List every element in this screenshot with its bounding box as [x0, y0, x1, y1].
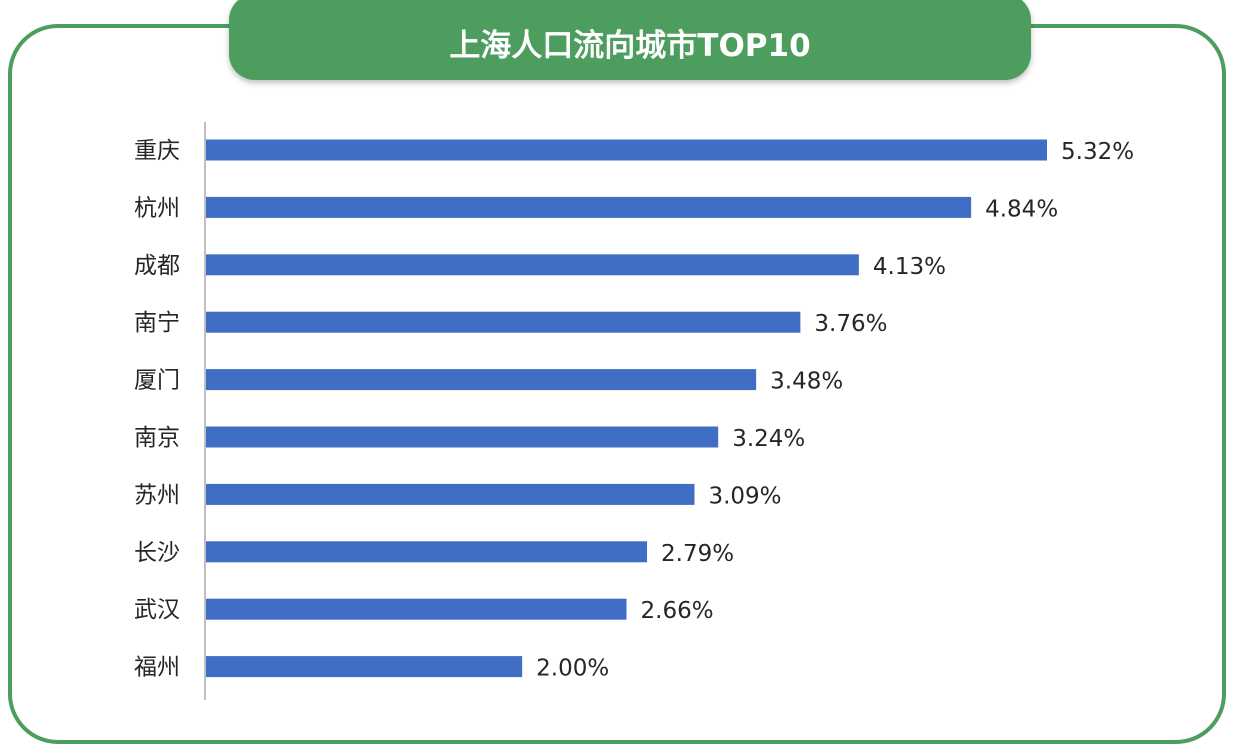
value-label-0: 5.32%: [1061, 139, 1134, 165]
value-label-4: 3.48%: [770, 369, 843, 395]
category-label-3: 南宁: [134, 310, 180, 336]
category-label-2: 成都: [134, 253, 180, 279]
category-label-8: 武汉: [134, 597, 180, 623]
category-label-0: 重庆: [134, 138, 180, 164]
bar-6: [206, 483, 695, 505]
chart-title: 上海人口流向城市TOP10: [449, 27, 811, 64]
bar-4: [206, 369, 757, 391]
category-label-6: 苏州: [134, 482, 180, 508]
category-label-1: 杭州: [134, 195, 180, 221]
value-label-5: 3.24%: [732, 426, 805, 452]
bar-2: [206, 254, 859, 276]
category-label-5: 南京: [134, 425, 180, 451]
title-banner: 上海人口流向城市TOP10: [229, 0, 1031, 80]
bar-0: [206, 139, 1047, 161]
bar-7: [206, 541, 648, 563]
category-label-9: 福州: [134, 655, 180, 681]
bar-5: [206, 426, 719, 448]
value-labels-group: 5.32% 4.84% 4.13% 3.76% 3.48% 3.24% 3.09% 2.79%…: [536, 139, 1134, 682]
bars-group: [206, 139, 1047, 678]
bar-1: [206, 196, 972, 218]
value-label-2: 4.13%: [873, 254, 946, 280]
bar-9: [206, 656, 523, 678]
bar-3: [206, 311, 801, 333]
value-label-1: 4.84%: [985, 196, 1058, 222]
bar-8: [206, 598, 627, 620]
value-label-9: 2.00%: [536, 656, 609, 682]
value-label-8: 2.66%: [641, 598, 714, 624]
category-label-7: 长沙: [134, 540, 180, 566]
value-label-3: 3.76%: [814, 311, 887, 337]
value-label-7: 2.79%: [661, 541, 734, 567]
value-label-6: 3.09%: [708, 483, 781, 509]
category-label-4: 厦门: [134, 368, 180, 394]
